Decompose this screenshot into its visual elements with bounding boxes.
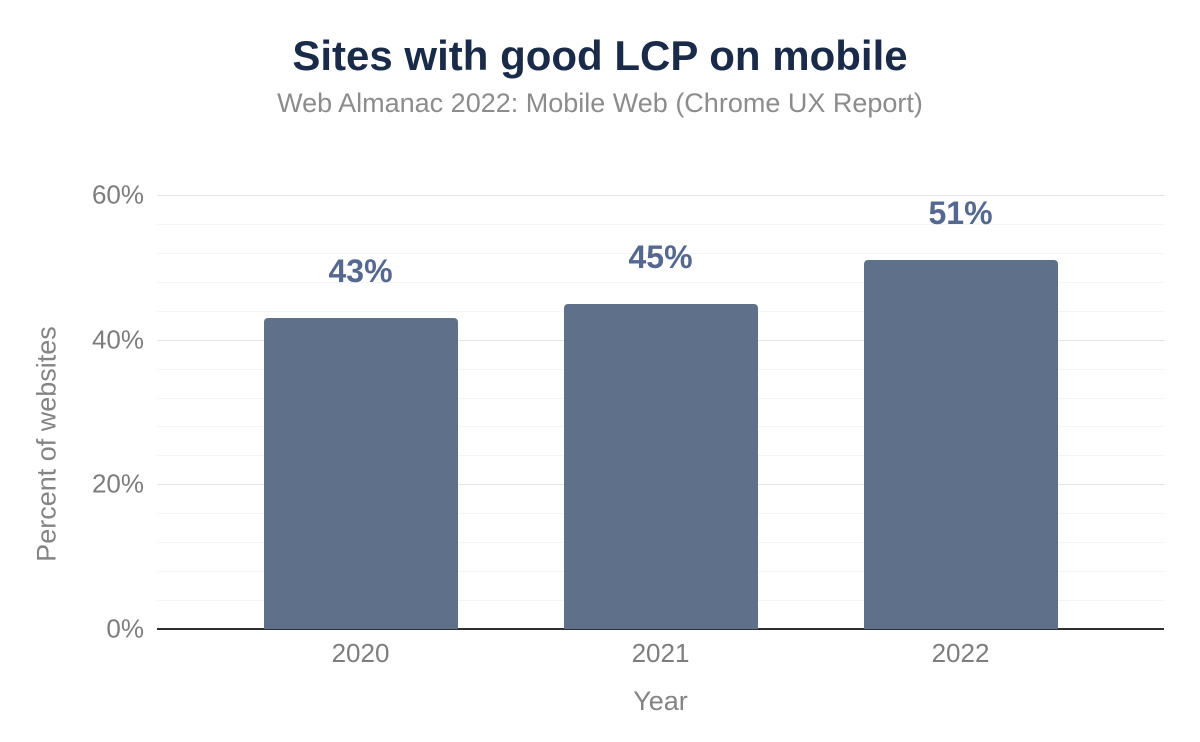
chart-title: Sites with good LCP on mobile — [292, 32, 908, 79]
bar-2022 — [863, 260, 1058, 629]
major-gridline — [157, 195, 1164, 196]
x-tick-label: 2020 — [331, 638, 390, 668]
x-tick-label: 2022 — [931, 638, 990, 668]
y-tick-label: 0% — [106, 613, 144, 644]
bar-2021 — [563, 303, 758, 629]
bar-2020 — [263, 317, 458, 629]
bar-value-label: 45% — [628, 238, 693, 275]
x-tick-label: 2021 — [631, 638, 690, 668]
bar-value-label: 43% — [328, 253, 393, 290]
chart-subtitle: Web Almanac 2022: Mobile Web (Chrome UX … — [277, 88, 923, 118]
y-tick-label: 60% — [91, 179, 144, 210]
x-axis-line — [157, 628, 1164, 630]
x-axis-title: Year — [633, 686, 688, 716]
y-tick-label: 40% — [91, 324, 144, 355]
plot-area: 0% 20% 40% 60% 43% 2020 45% 2021 51% 2022 — [92, 180, 1164, 668]
y-axis-title: Percent of websites — [31, 326, 62, 562]
minor-gridline — [157, 281, 1164, 283]
y-tick-label: 20% — [91, 468, 144, 499]
minor-gridline — [157, 252, 1164, 254]
bar-value-label: 51% — [928, 195, 993, 232]
minor-gridline — [157, 223, 1164, 225]
